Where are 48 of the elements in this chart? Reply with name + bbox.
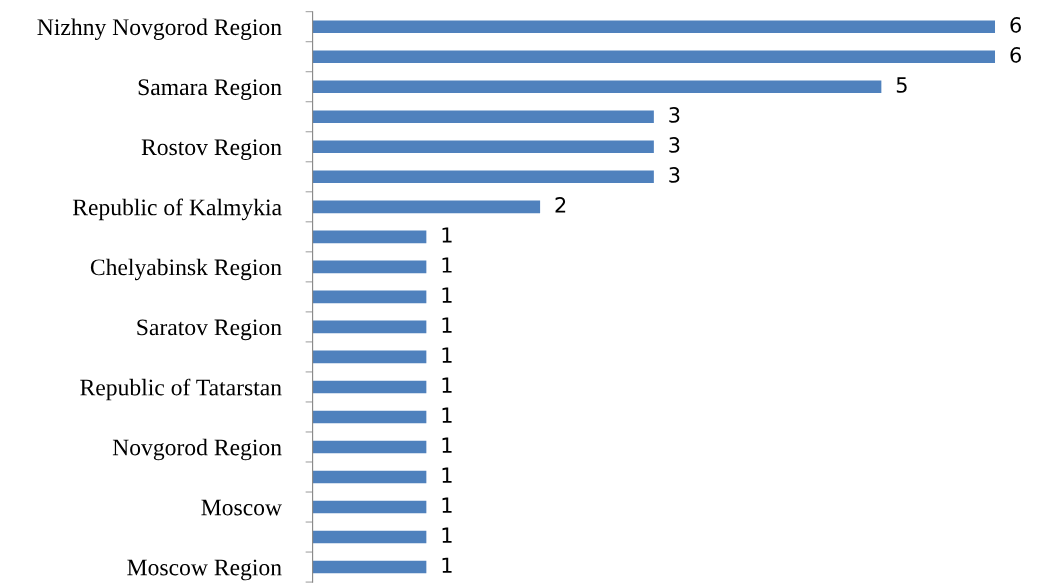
data-label: 1 (442, 227, 452, 243)
bar (312, 350, 427, 364)
data-label: 2 (555, 197, 566, 213)
bar (312, 290, 427, 304)
data-label: 1 (442, 497, 452, 513)
y-tick-label: Samara Region (138, 79, 282, 100)
data-label: 1 (442, 407, 452, 423)
bar (312, 470, 427, 484)
bar (312, 140, 654, 154)
data-label: 5 (896, 77, 907, 93)
data-label: 1 (442, 377, 452, 393)
data-label: 1 (442, 557, 452, 573)
data-label: 6 (1010, 17, 1021, 33)
y-tick-label: Nizhny Novgorod Region (37, 18, 282, 40)
y-tick-label: Republic of Kalmykia (72, 198, 282, 221)
y-tick-label: Novgorod Region (112, 438, 282, 461)
data-label: 3 (669, 137, 680, 153)
y-tick-label: Moscow (201, 499, 282, 516)
bar (312, 260, 427, 274)
data-label: 1 (442, 347, 452, 363)
bar (312, 170, 654, 184)
bar (312, 200, 541, 214)
y-tick-label: Chelyabinsk Region (90, 258, 282, 281)
bar (312, 500, 427, 514)
y-tick-label: Saratov Region (137, 319, 282, 341)
bar (312, 230, 427, 244)
bar (312, 440, 427, 454)
bar (312, 320, 427, 334)
data-label: 3 (669, 167, 680, 183)
bar (312, 110, 654, 124)
data-label: 6 (1010, 47, 1021, 63)
y-tick-label: Rostov Region (141, 139, 282, 161)
data-label: 1 (442, 317, 452, 333)
data-label: 1 (442, 257, 452, 273)
bar (312, 410, 427, 424)
data-label: 1 (442, 467, 452, 483)
data-label: 1 (442, 527, 452, 543)
y-tick-label: Republic of Tatarstan (80, 378, 282, 401)
data-label: 3 (669, 107, 680, 123)
bar (312, 530, 427, 544)
bar (312, 50, 996, 64)
data-label: 1 (442, 437, 452, 453)
y-tick-label: Moscow Region (127, 559, 282, 581)
data-label: 1 (442, 287, 452, 303)
bar (312, 80, 882, 94)
bar (312, 380, 427, 394)
bar (312, 560, 427, 574)
bar (312, 20, 996, 34)
